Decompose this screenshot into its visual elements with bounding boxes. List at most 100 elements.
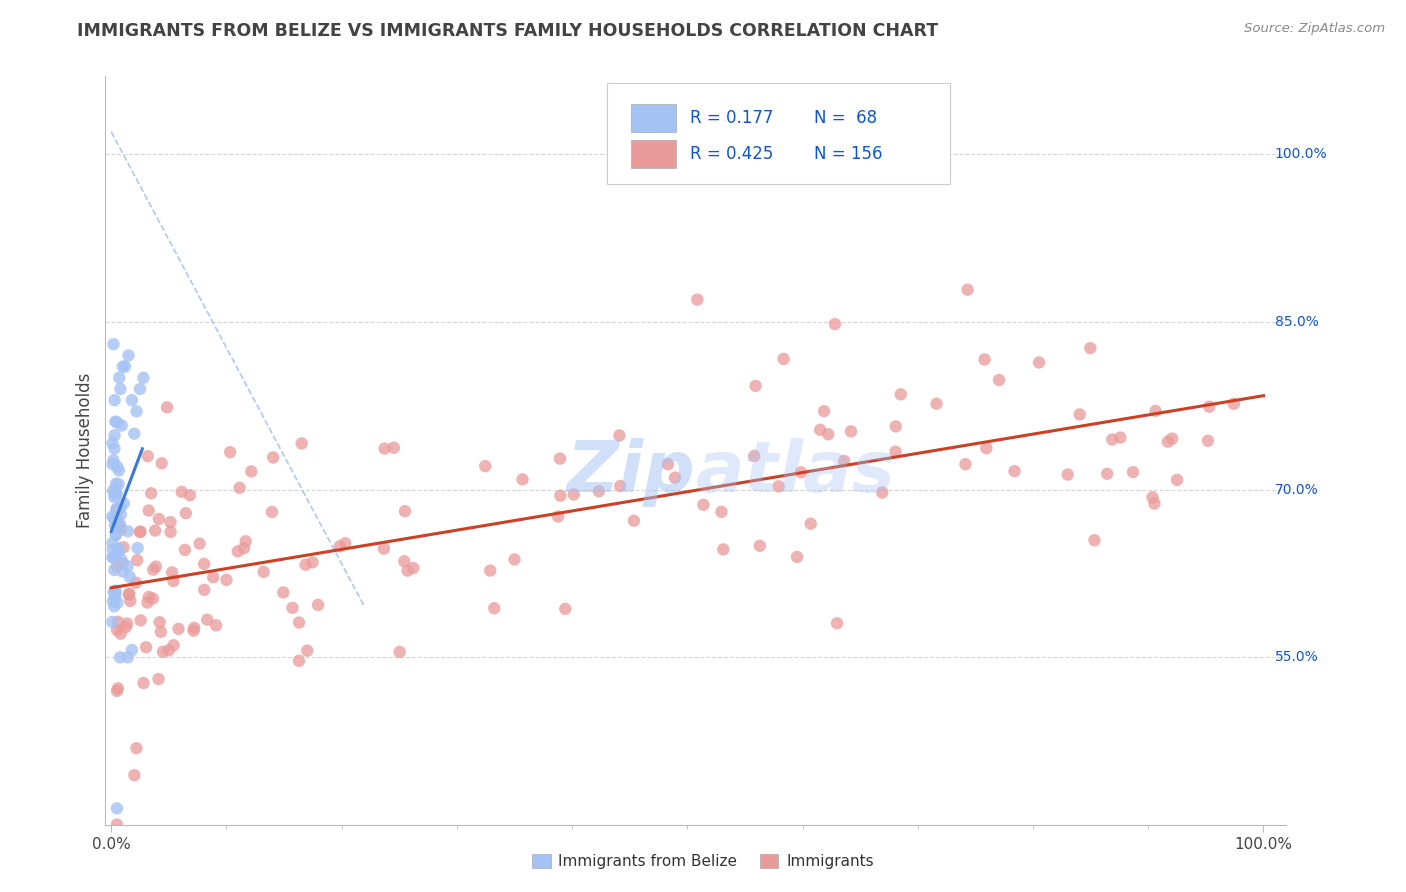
- Point: [127, 553, 149, 567]
- Point: [103, 337, 125, 351]
- Point: [110, 382, 132, 396]
- Point: [825, 616, 848, 631]
- Point: [170, 484, 193, 499]
- Point: [973, 352, 995, 367]
- Point: [297, 643, 319, 657]
- Point: [1004, 464, 1026, 478]
- Point: [117, 524, 139, 539]
- Point: [104, 393, 127, 408]
- Point: [110, 552, 132, 566]
- Point: [129, 613, 152, 627]
- Point: [156, 401, 179, 415]
- Point: [288, 615, 311, 630]
- Point: [291, 436, 314, 450]
- Point: [101, 536, 124, 550]
- FancyBboxPatch shape: [631, 103, 676, 132]
- Point: [388, 645, 411, 659]
- Point: [143, 524, 166, 538]
- Point: [215, 573, 238, 587]
- Point: [790, 466, 813, 480]
- Point: [503, 552, 526, 566]
- Point: [103, 563, 125, 577]
- Point: [103, 428, 125, 442]
- Point: [127, 541, 149, 555]
- Point: [101, 550, 124, 565]
- Point: [1143, 497, 1166, 511]
- Point: [193, 582, 215, 597]
- Point: [226, 544, 249, 558]
- Point: [884, 444, 907, 458]
- Point: [301, 555, 323, 569]
- Point: [1095, 467, 1118, 481]
- Point: [1056, 467, 1078, 482]
- Point: [108, 544, 131, 558]
- Point: [394, 554, 416, 568]
- Point: [104, 583, 127, 598]
- Point: [813, 404, 835, 418]
- Point: [152, 645, 174, 659]
- Point: [174, 542, 197, 557]
- Point: [118, 570, 141, 584]
- Point: [193, 557, 215, 571]
- Point: [104, 415, 127, 429]
- Point: [824, 317, 846, 331]
- Point: [1161, 432, 1184, 446]
- Point: [105, 548, 128, 562]
- Point: [1197, 434, 1219, 448]
- Point: [548, 451, 571, 466]
- Point: [104, 488, 127, 502]
- Point: [111, 418, 134, 433]
- Point: [101, 483, 124, 498]
- Point: [786, 549, 808, 564]
- Point: [817, 427, 839, 442]
- Point: [588, 484, 610, 499]
- Point: [128, 524, 150, 539]
- Text: IMMIGRANTS FROM BELIZE VS IMMIGRANTS FAMILY HOUSEHOLDS CORRELATION CHART: IMMIGRANTS FROM BELIZE VS IMMIGRANTS FAM…: [77, 22, 938, 40]
- Point: [117, 348, 139, 362]
- Point: [110, 626, 132, 640]
- Point: [104, 486, 127, 500]
- Point: [105, 623, 128, 637]
- Point: [135, 640, 157, 655]
- Point: [104, 483, 127, 497]
- Point: [105, 486, 128, 500]
- Text: 100.0%: 100.0%: [1275, 147, 1327, 161]
- Point: [132, 676, 155, 690]
- Point: [103, 490, 125, 504]
- Text: R = 0.177: R = 0.177: [690, 109, 773, 127]
- Point: [112, 496, 135, 510]
- Point: [870, 485, 893, 500]
- Point: [108, 517, 131, 532]
- Point: [121, 393, 143, 408]
- Point: [108, 463, 131, 477]
- Point: [1166, 473, 1188, 487]
- Point: [105, 502, 128, 516]
- Point: [108, 371, 131, 385]
- Point: [550, 489, 572, 503]
- Point: [124, 768, 146, 782]
- Point: [101, 542, 124, 557]
- Point: [1223, 397, 1246, 411]
- Point: [1198, 400, 1220, 414]
- Point: [104, 528, 127, 542]
- Point: [382, 441, 405, 455]
- Point: [101, 457, 124, 471]
- Text: 70.0%: 70.0%: [1275, 483, 1319, 497]
- Point: [1122, 465, 1144, 479]
- Point: [884, 419, 907, 434]
- Point: [547, 509, 569, 524]
- Point: [105, 476, 128, 491]
- Point: [125, 741, 148, 756]
- Point: [117, 559, 139, 574]
- Point: [103, 510, 125, 524]
- Point: [183, 621, 205, 635]
- FancyBboxPatch shape: [631, 139, 676, 168]
- Point: [149, 615, 172, 630]
- Point: [125, 575, 148, 590]
- Point: [148, 512, 170, 526]
- Point: [956, 283, 979, 297]
- Point: [107, 681, 129, 696]
- Point: [260, 505, 283, 519]
- Point: [107, 596, 129, 610]
- Text: N = 156: N = 156: [814, 145, 883, 162]
